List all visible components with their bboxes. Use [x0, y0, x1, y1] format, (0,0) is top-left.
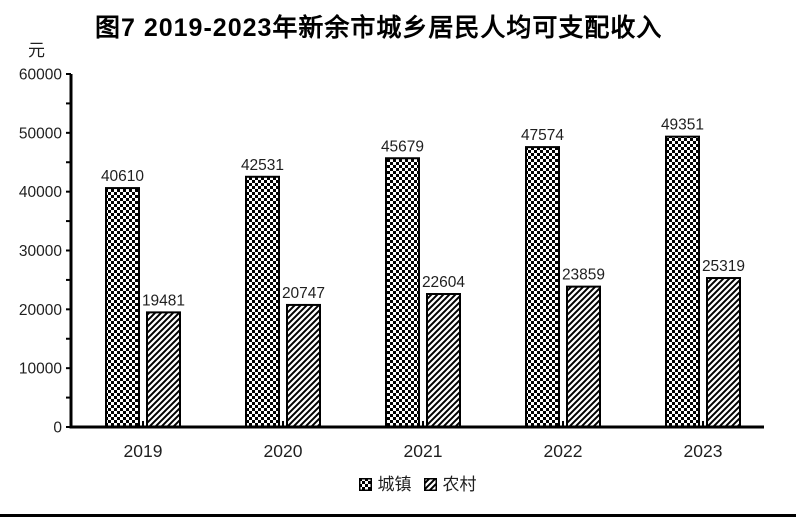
bar-value-label: 47574: [521, 127, 564, 144]
bar-value-label: 19481: [142, 292, 185, 309]
bar-rural-2023: [706, 277, 741, 428]
y-tick-label: 40000: [19, 184, 62, 201]
labels-layer: 40610 42531 45679 47574 49351 19481 20747 22604…: [19, 67, 745, 462]
x-tick-label: 2020: [264, 441, 303, 461]
bar-value-label: 40610: [101, 168, 144, 185]
bars-layer: [105, 135, 741, 428]
bar-rural-2019: [146, 311, 181, 428]
x-tick-label: 2019: [124, 441, 163, 461]
legend-label-rural: 农村: [442, 475, 477, 494]
bar-value-label: 22604: [422, 274, 465, 291]
legend-item-rural: 农村: [423, 475, 477, 494]
legend-item-urban: 城镇: [358, 475, 412, 494]
legend-label-urban: 城镇: [377, 475, 412, 494]
bar-urban-2022: [525, 146, 560, 428]
bar-value-label: 42531: [241, 157, 284, 174]
axis-layer: [66, 73, 764, 429]
y-tick-label: 10000: [19, 361, 62, 378]
y-tick-label: 0: [53, 420, 62, 437]
x-tick-label: 2021: [404, 441, 443, 461]
bar-rural-2021: [426, 293, 461, 428]
document-cell-border: [0, 514, 796, 517]
bar-urban-2019: [105, 187, 140, 428]
bar-value-label: 45679: [381, 138, 424, 155]
bar-value-label: 49351: [661, 117, 704, 134]
bar-urban-2020: [245, 175, 280, 428]
y-tick-label: 60000: [19, 67, 62, 84]
bar-urban-2023: [665, 135, 700, 428]
bar-value-label: 20747: [282, 285, 325, 302]
y-tick-label: 20000: [19, 302, 62, 319]
bar-value-label: 25319: [702, 258, 745, 275]
legend: 城镇 农村: [71, 476, 764, 493]
bar-rural-2022: [566, 285, 601, 428]
bar-value-label: 23859: [562, 267, 605, 284]
x-tick-label: 2023: [684, 441, 723, 461]
legend-swatch-urban-icon: [358, 478, 372, 491]
legend-swatch-rural-icon: [423, 478, 437, 491]
bar-urban-2021: [385, 157, 420, 428]
bar-rural-2020: [286, 303, 321, 428]
y-tick-label: 30000: [19, 243, 62, 260]
x-tick-label: 2022: [544, 441, 583, 461]
y-tick-label: 50000: [19, 125, 62, 142]
chart-title: 图7 2019-2023年新余市城乡居民人均可支配收入: [95, 14, 663, 42]
y-axis-unit-label: 元: [28, 41, 45, 60]
